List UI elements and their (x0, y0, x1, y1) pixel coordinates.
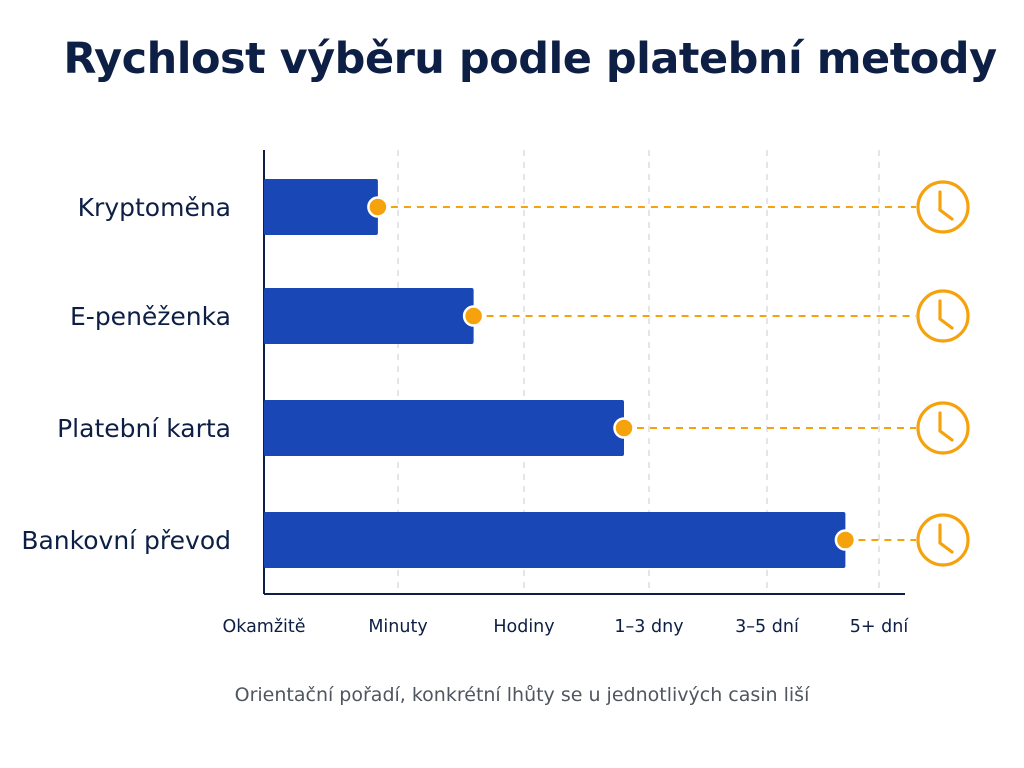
x-tick-label: 3–5 dní (735, 617, 800, 637)
bar-end-marker (613, 417, 635, 439)
bars (264, 179, 970, 568)
bar (264, 400, 624, 456)
x-tick-label: 5+ dní (850, 617, 910, 637)
bar (264, 512, 846, 568)
category-label: Platební karta (57, 414, 231, 443)
category-label: Kryptoměna (78, 193, 231, 222)
grid-lines (397, 150, 880, 594)
x-tick-labels: Okamžitě Minuty Hodiny 1–3 dny 3–5 dní 5+ dní (222, 617, 909, 637)
clock-icon (916, 401, 970, 455)
x-tick-label: Hodiny (493, 617, 554, 637)
x-tick-label: 1–3 dny (614, 617, 683, 637)
footnote: Orientační pořadí, konkrétní lhůty se u … (234, 684, 810, 706)
x-tick-label: Okamžitě (222, 617, 305, 637)
category-label: Bankovní převod (21, 526, 231, 555)
bar (264, 288, 474, 344)
category-labels: Kryptoměna E-peněženka Platební karta Banko… (21, 193, 231, 555)
bar-end-marker (462, 305, 485, 327)
clock-icon (916, 180, 970, 234)
category-label: E-peněženka (70, 302, 231, 331)
bar-end-marker (367, 196, 389, 218)
clock-icon (916, 289, 970, 343)
bar-end-marker (834, 529, 857, 551)
x-tick-label: Minuty (368, 617, 427, 637)
clock-icon (916, 513, 970, 567)
chart-title: Rychlost výběru podle platební metody (63, 34, 997, 84)
bar (264, 179, 378, 235)
